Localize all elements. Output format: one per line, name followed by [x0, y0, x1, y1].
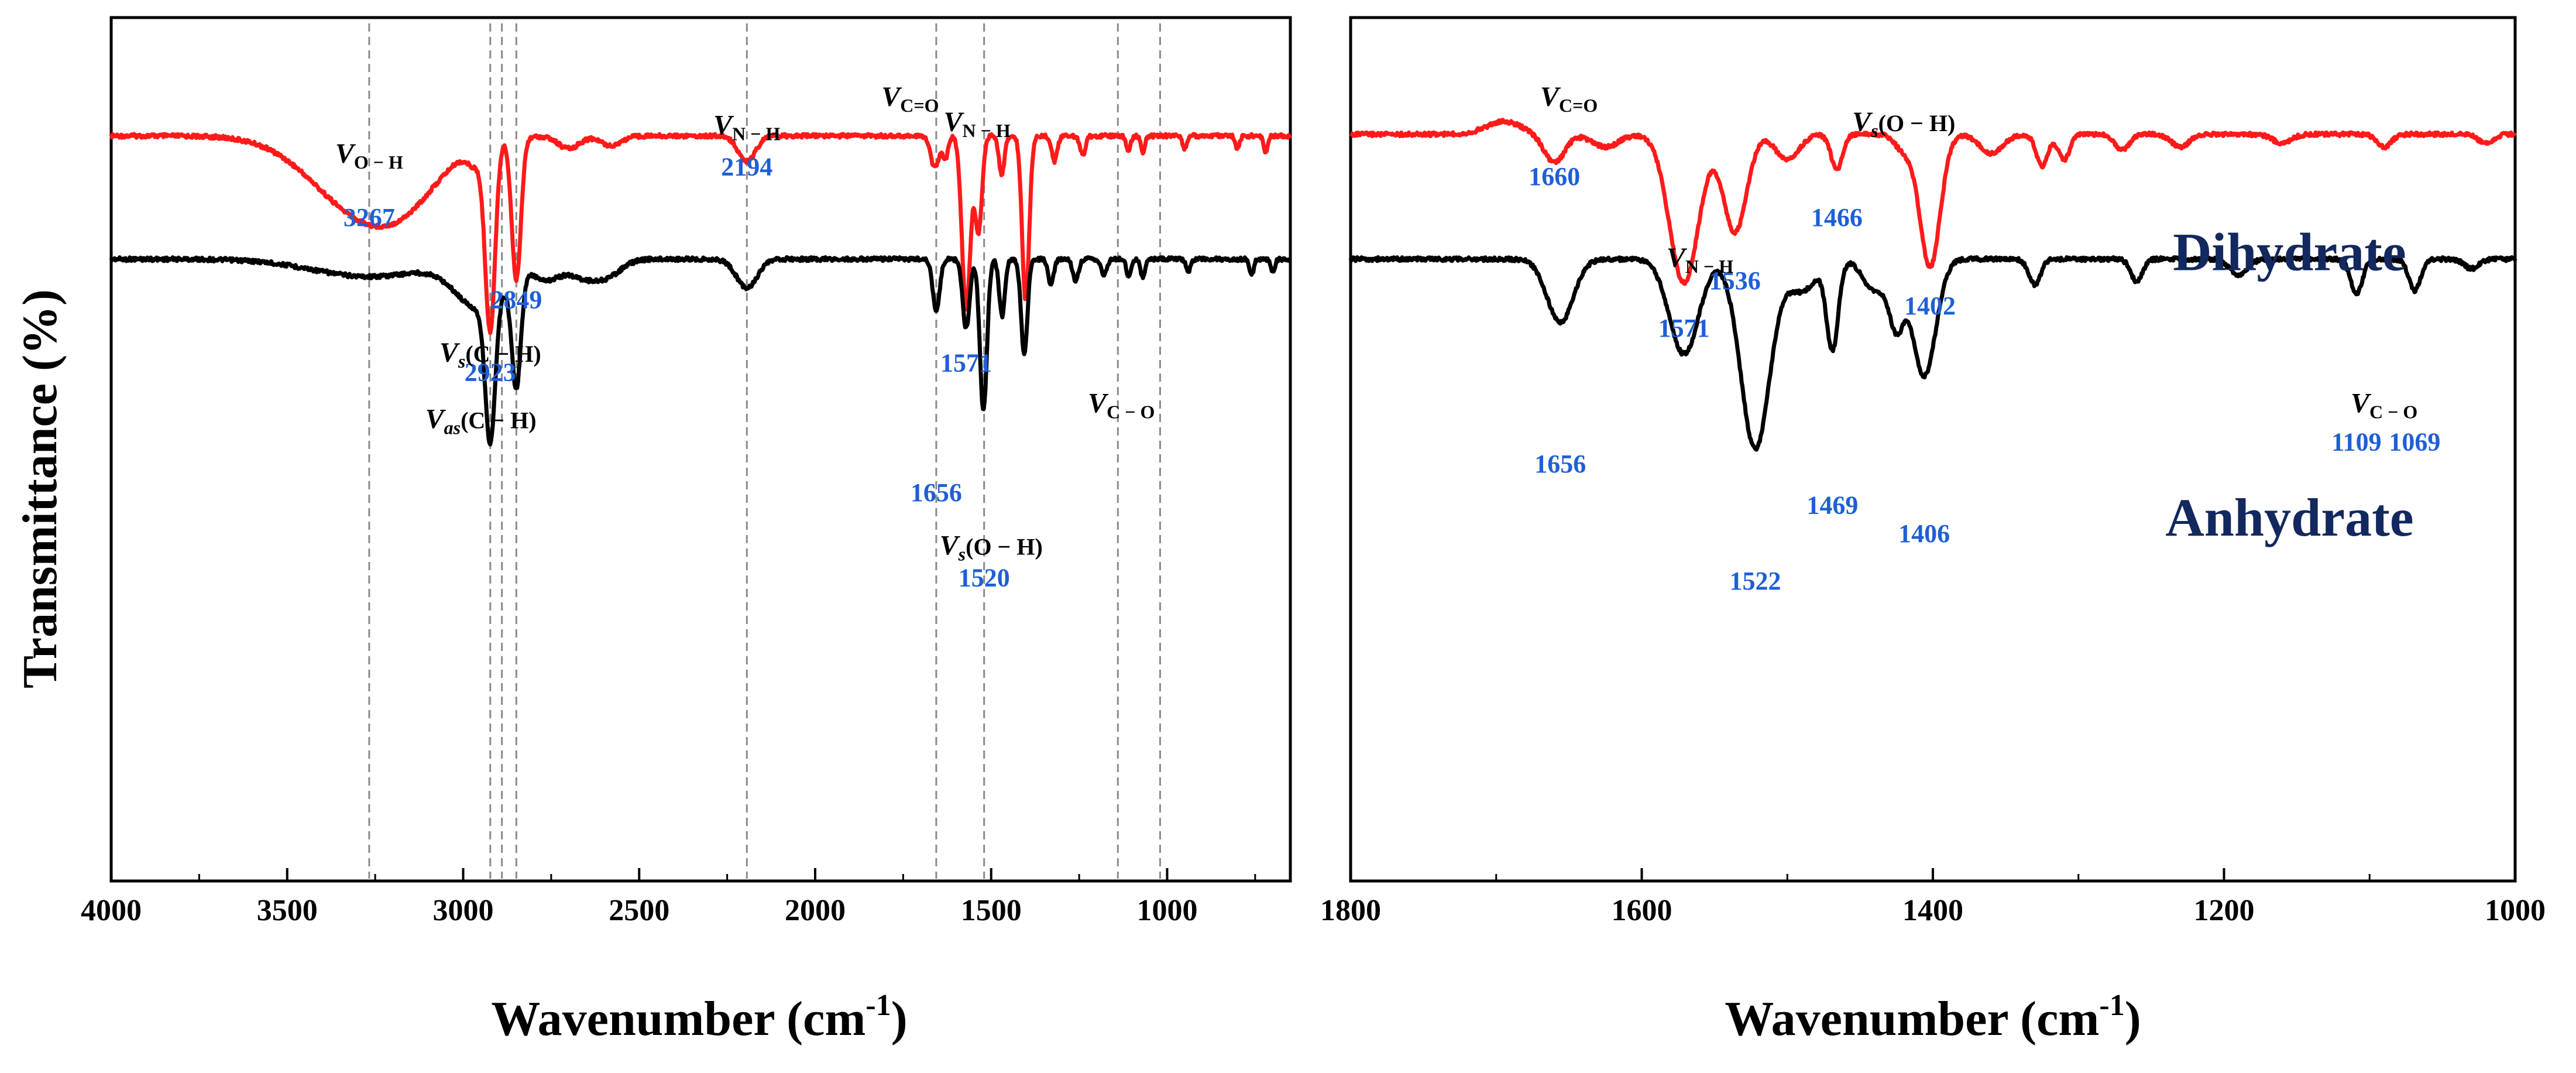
vibration-annotation: VN − H	[713, 109, 780, 144]
x-tick-label: 1400	[1902, 894, 1963, 927]
x-tick-label: 1000	[1136, 894, 1197, 927]
vibration-annotation: VO − H	[335, 138, 403, 173]
peak-label: 2194	[721, 153, 772, 181]
peak-label: 2849	[490, 285, 542, 314]
vibration-annotation: Vas(C − H)	[425, 404, 537, 438]
right-x-axis-title: Wavenumber (cm-1)	[1725, 989, 2141, 1046]
peak-label: 1571	[940, 348, 992, 377]
series-line-anhydrate	[1348, 255, 2517, 452]
series-name-label: Dihydrate	[2173, 222, 2406, 282]
vibration-annotation: VC=O	[881, 81, 939, 116]
x-tick-label: 1000	[2485, 894, 2546, 927]
peak-label: 1109	[2331, 427, 2382, 456]
peak-label: 1660	[1529, 162, 1580, 191]
left-panel-peak-labels: 3267 2923 2849 2194 1571 1656 1520	[344, 153, 1010, 592]
series-line-anhydrate	[109, 255, 1292, 447]
right-panel-x-ticks: 1800 1600 1400 1200 1000	[1320, 868, 2546, 927]
left-panel-x-ticks: 4000 3500 3000 2500 2000 1500 1000	[81, 868, 1256, 927]
x-tick-label: 1500	[961, 894, 1022, 927]
series-name-label: Anhydrate	[2165, 488, 2413, 547]
x-tick-label: 3500	[257, 894, 318, 927]
peak-label: 1069	[2389, 427, 2440, 456]
peak-label: 1406	[1898, 519, 1950, 548]
series-line-dihydrate	[1349, 118, 2517, 286]
peak-label: 1656	[1534, 450, 1586, 478]
x-tick-label: 1800	[1320, 894, 1381, 927]
left-panel: 4000 3500 3000 2500 2000 1500 1000 3267 2923 284…	[81, 16, 1292, 1046]
vibration-annotation: Vs(O − H)	[1852, 107, 1955, 141]
left-x-axis-title: Wavenumber (cm-1)	[491, 989, 907, 1046]
peak-label: 1469	[1806, 491, 1858, 519]
vibration-annotation: Vs(C − H)	[439, 337, 541, 372]
x-tick-label: 2000	[785, 894, 846, 927]
y-axis-title: Transmittance (%)	[13, 289, 67, 688]
right-panel-annotations: VC=O VN − H Vs(O − H) VC − O	[1540, 81, 2417, 423]
peak-label: 2923	[465, 358, 516, 387]
right-panel-frame	[1349, 16, 2517, 883]
x-tick-label: 2500	[609, 894, 669, 927]
peak-label: 1522	[1730, 567, 1781, 595]
peak-label: 3267	[344, 203, 395, 232]
vibration-annotation: VC=O	[1540, 81, 1598, 116]
vibration-annotation: VN − H	[1667, 242, 1733, 277]
vibration-annotation: VC − O	[1088, 388, 1155, 423]
left-panel-annotations: VO − HVN − HVC=OVN − HVC − OVs(C − H)Vas…	[335, 81, 1155, 565]
vibration-annotation: VC − O	[2351, 388, 2417, 423]
vibration-annotation: VN − H	[944, 107, 1011, 141]
right-panel-peak-labels: 1660 1571 1536 1466 1402 1656 1469 1406 1522 1109…	[1529, 162, 2440, 595]
x-tick-label: 1600	[1612, 894, 1672, 927]
left-panel-traces	[109, 132, 1292, 447]
peak-label: 1466	[1811, 203, 1863, 232]
peak-label: 1402	[1904, 292, 1956, 320]
series-line-dihydrate	[109, 132, 1292, 335]
x-tick-label: 3000	[432, 894, 493, 927]
peak-label: 1536	[1709, 266, 1761, 295]
left-panel-frame	[109, 16, 1292, 883]
right-panel-traces	[1348, 118, 2517, 452]
peak-label: 1656	[911, 478, 962, 507]
x-tick-label: 1200	[2194, 894, 2255, 927]
peak-label: 1520	[959, 564, 1010, 592]
vibration-annotation: Vs(O − H)	[940, 530, 1043, 565]
peak-label: 1571	[1658, 314, 1710, 342]
right-panel-series-labels: Dihydrate Anhydrate	[2165, 222, 2413, 548]
x-tick-label: 4000	[81, 894, 142, 927]
right-panel: 1800 1600 1400 1200 1000 1660 1571 1536 1466 140…	[1320, 16, 2546, 1046]
